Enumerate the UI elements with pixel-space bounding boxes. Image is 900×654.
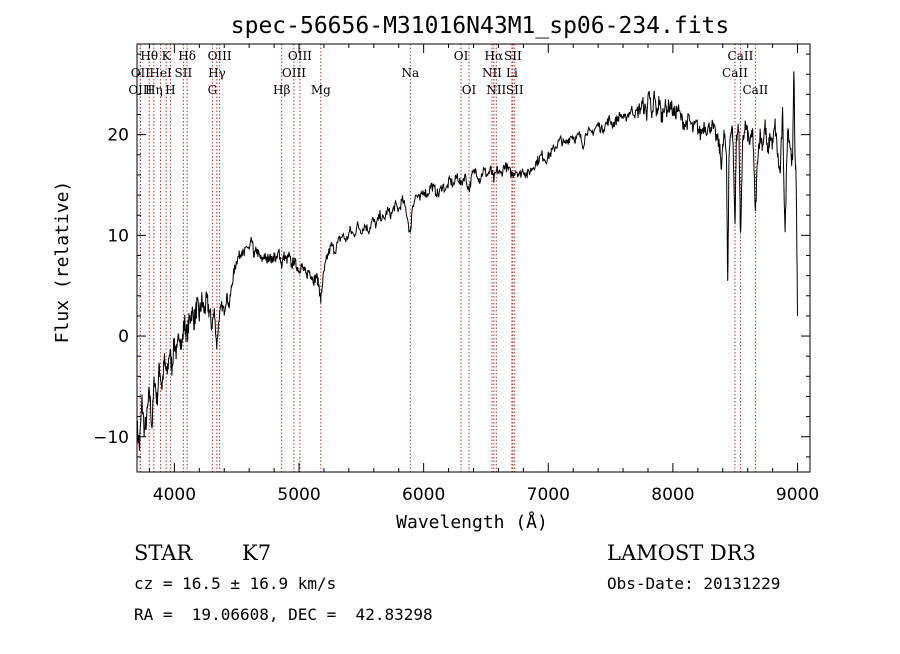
y-tick-label: −10 bbox=[93, 428, 129, 448]
x-tick-label: 8000 bbox=[651, 485, 694, 505]
line-label-9: G bbox=[208, 83, 218, 97]
redshift-velocity: cz = 16.5 ± 16.9 km/s bbox=[134, 574, 336, 593]
chart-title: spec-56656-M31016N43M1_sp06-234.fits bbox=[231, 13, 730, 39]
line-label-16: Na bbox=[401, 66, 419, 80]
line-label-18: OI bbox=[462, 83, 477, 97]
line-label-22: SII bbox=[504, 49, 522, 63]
line-label-15: Mg bbox=[311, 83, 331, 97]
line-label-3: Hη bbox=[145, 83, 163, 97]
x-tick-label: 7000 bbox=[527, 485, 570, 505]
line-label-12: Hβ bbox=[273, 83, 290, 97]
survey-name: LAMOST DR3 bbox=[607, 541, 756, 565]
x-tick-label: 9000 bbox=[776, 485, 819, 505]
y-tick-label: 10 bbox=[107, 226, 129, 246]
flux-series-line bbox=[136, 71, 798, 451]
x-tick-label: 4000 bbox=[153, 485, 196, 505]
ra-dec-coordinates: RA = 19.06608, DEC = 42.83298 bbox=[134, 605, 433, 624]
line-label-5: K bbox=[162, 49, 172, 63]
object-subclass: K7 bbox=[242, 541, 271, 565]
line-label-8: Hδ bbox=[178, 49, 196, 63]
line-label-2: OIII bbox=[128, 83, 152, 97]
line-label-25: CaII bbox=[722, 66, 748, 80]
y-tick-label: 20 bbox=[107, 126, 129, 146]
y-axis-ticks: −10 0 10 20 bbox=[93, 53, 810, 458]
object-class: STAR bbox=[134, 541, 193, 565]
line-label-26: CaII bbox=[728, 49, 754, 63]
line-label-13: OIII bbox=[282, 66, 306, 80]
observation-date: Obs-Date: 20131229 bbox=[607, 574, 780, 593]
line-label-23: Li bbox=[506, 66, 518, 80]
line-label-20: Hα bbox=[485, 49, 504, 63]
x-axis-ticks: 4000 5000 6000 7000 8000 9000 bbox=[148, 44, 819, 505]
y-axis-label: Flux (relative) bbox=[52, 181, 73, 344]
line-label-27: CaII bbox=[742, 83, 768, 97]
line-label-7: SII bbox=[175, 66, 193, 80]
line-label-17: OI bbox=[454, 49, 469, 63]
y-tick-label: 0 bbox=[118, 327, 129, 347]
line-label-14: OIII bbox=[288, 49, 312, 63]
line-label-6: H bbox=[165, 83, 175, 97]
line-label-24: SII bbox=[506, 83, 524, 97]
line-label-21: NII bbox=[486, 83, 506, 97]
line-label-19: NII bbox=[482, 66, 502, 80]
x-tick-label: 6000 bbox=[402, 485, 445, 505]
spectral-line-markers bbox=[139, 44, 756, 472]
line-label-0: Hθ bbox=[140, 49, 158, 63]
line-label-4: HeI bbox=[149, 66, 172, 80]
line-label-10: Hγ bbox=[208, 66, 226, 80]
spectral-line-labels: HθOIIOIIIHηHeIKHSIIHδGHγOIIIHβOIIIOIIIMg… bbox=[128, 49, 768, 97]
line-label-1: OII bbox=[131, 66, 151, 80]
x-axis-label: Wavelength (Å) bbox=[396, 511, 548, 533]
line-label-11: OIII bbox=[208, 49, 232, 63]
x-tick-label: 5000 bbox=[277, 485, 320, 505]
